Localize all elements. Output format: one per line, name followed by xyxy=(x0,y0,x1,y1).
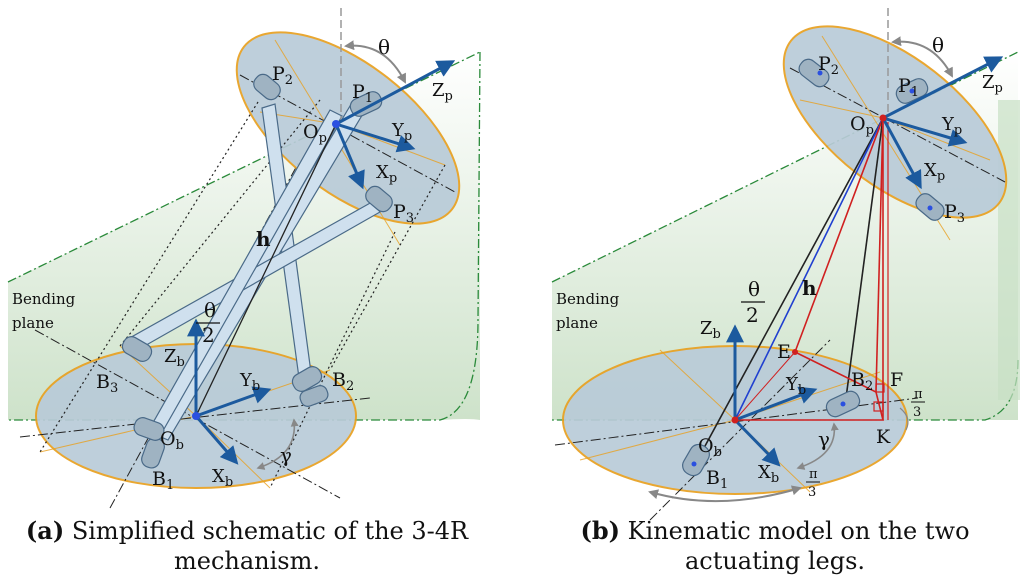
point-K: K xyxy=(876,426,891,448)
theta-half-num-a: θ xyxy=(204,298,216,322)
point-labels-b: P2 P1 P3 Op B2 B1 Ob xyxy=(698,53,965,492)
svg-text:P2: P2 xyxy=(272,63,293,88)
svg-text:Yb: Yb xyxy=(239,370,260,394)
svg-text:Ob: Ob xyxy=(698,435,722,460)
theta-b: θ xyxy=(932,33,944,57)
caption-b-text: Kinematic model on the two actuating leg… xyxy=(627,517,970,575)
legs-a xyxy=(125,103,381,441)
svg-text:B1: B1 xyxy=(152,468,174,493)
svg-text:Zb: Zb xyxy=(700,318,721,342)
pi3-den-2: 3 xyxy=(808,485,816,500)
axis-labels-b: Zp Yp Xp Zb Yb Xb xyxy=(700,72,1003,486)
theta-half-den-a: 2 xyxy=(202,323,215,347)
svg-text:P1: P1 xyxy=(352,81,373,106)
svg-text:B2: B2 xyxy=(851,369,873,394)
svg-text:Xp: Xp xyxy=(924,160,945,184)
plane-label-a-2: plane xyxy=(12,314,54,332)
svg-text:Yb: Yb xyxy=(785,374,806,398)
svg-text:Xp: Xp xyxy=(376,162,397,186)
svg-text:B3: B3 xyxy=(96,371,118,396)
gamma-a: γ xyxy=(280,443,292,467)
caption-a-tag: (a) xyxy=(25,516,65,545)
svg-text:Yp: Yp xyxy=(391,120,412,144)
plane-label-b-2: plane xyxy=(556,314,598,332)
caption-b: (b) Kinematic model on the two actuating… xyxy=(540,516,1010,576)
svg-text:Op: Op xyxy=(850,113,874,138)
svg-text:Op: Op xyxy=(303,121,327,146)
svg-text:Zp: Zp xyxy=(432,80,453,104)
h-label-a: h xyxy=(256,227,271,251)
caption-b-tag: (b) xyxy=(580,516,620,545)
plane-label-b-1: Bending xyxy=(556,290,620,308)
svg-text:P3: P3 xyxy=(393,201,414,226)
pi3-num-2: π xyxy=(809,467,818,482)
panel-b: Bending plane θ θ 2 γ h E F K π 3 π 3 P2… xyxy=(551,8,1020,521)
pi3-den-1: 3 xyxy=(913,405,921,420)
svg-text:Xb: Xb xyxy=(758,462,779,486)
svg-text:Ob: Ob xyxy=(160,428,184,453)
panel-a: Bending plane θ θ 2 γ h P2 P1 P3 Op B3 B… xyxy=(7,8,481,509)
svg-text:Yp: Yp xyxy=(941,114,962,138)
theta-half-den-b: 2 xyxy=(746,303,759,327)
point-labels-a: P2 P1 P3 Op B3 B2 B1 Ob xyxy=(96,63,414,493)
svg-text:Xb: Xb xyxy=(212,466,233,490)
svg-text:B2: B2 xyxy=(332,369,354,394)
theta-half-num-b: θ xyxy=(748,277,760,301)
plane-label-a-1: Bending xyxy=(12,290,76,308)
point-F: F xyxy=(890,369,903,391)
svg-text:P3: P3 xyxy=(944,201,965,226)
pi3-num-1: π xyxy=(914,387,923,402)
svg-text:Zp: Zp xyxy=(982,72,1003,96)
h-label-b: h xyxy=(802,276,817,300)
caption-a: (a) Simplified schematic of the 3-4R mec… xyxy=(12,516,482,576)
point-E: E xyxy=(777,341,791,363)
gamma-b: γ xyxy=(818,427,830,451)
axis-labels-a: Zp Yp Xp Zb Yb Xb xyxy=(164,80,453,490)
svg-text:Zb: Zb xyxy=(164,346,185,370)
caption-a-text: Simplified schematic of the 3-4R mechani… xyxy=(71,517,469,575)
svg-text:P1: P1 xyxy=(898,75,919,100)
theta-a: θ xyxy=(378,35,390,59)
svg-text:P2: P2 xyxy=(818,53,839,78)
svg-text:B1: B1 xyxy=(706,467,728,492)
